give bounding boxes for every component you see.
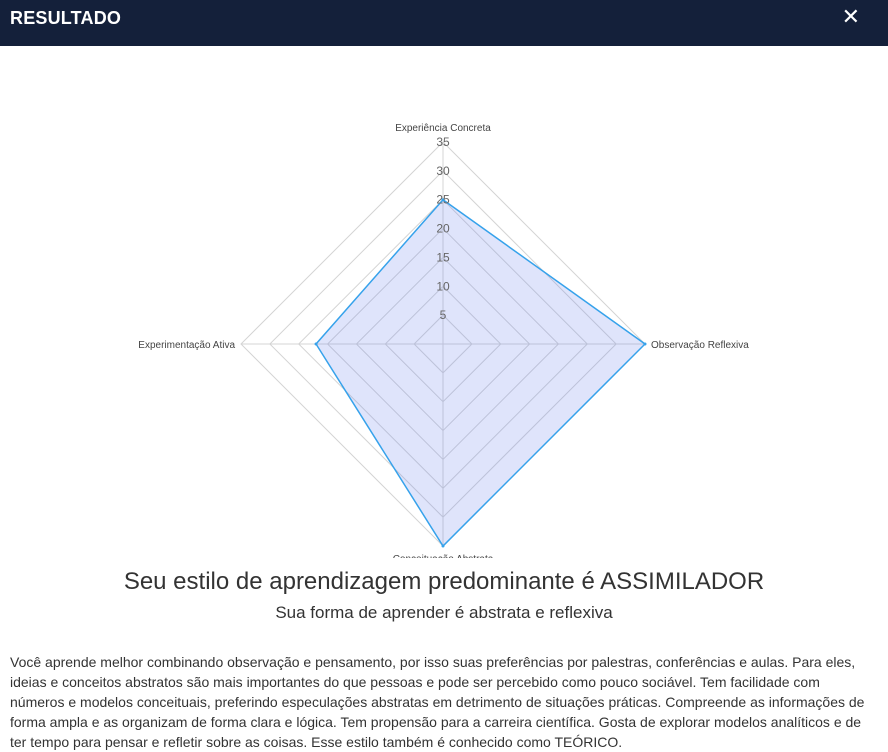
tick-label-10: 10 xyxy=(436,279,450,293)
series-area-1 xyxy=(315,198,647,548)
tick-label-20: 20 xyxy=(436,222,450,236)
radar-chart: 5 10 15 20 25 30 35 Experiência Concreta Observa… xyxy=(0,78,888,558)
axis-label-4: Experimentação Ativa xyxy=(138,340,235,351)
axis-label-1: Experiência Concreta xyxy=(395,123,491,134)
learning-style-description: Você aprende melhor combinando observaçã… xyxy=(10,654,865,750)
data-point-4 xyxy=(314,342,318,346)
data-point-2 xyxy=(643,342,647,346)
axis-label-3: Conceituação Abstrata xyxy=(393,554,494,558)
modal-title: RESULTADO xyxy=(10,8,122,28)
tick-label-5: 5 xyxy=(440,308,447,322)
tick-label-35: 35 xyxy=(436,135,450,149)
tick-label-15: 15 xyxy=(436,250,450,264)
modal-header: RESULTADO ✕ xyxy=(0,0,888,46)
data-point-1 xyxy=(441,198,445,202)
learning-style-heading: Seu estilo de aprendizagem predominante … xyxy=(123,568,765,595)
learning-style-subheading: Sua forma de aprender é abstrata e refle… xyxy=(275,603,613,622)
axis-label-2: Observação Reflexiva xyxy=(651,340,749,351)
close-icon[interactable]: ✕ xyxy=(841,5,860,30)
data-point-3 xyxy=(441,544,445,548)
tick-label-30: 30 xyxy=(436,164,450,178)
tick-label-25: 25 xyxy=(436,193,450,207)
